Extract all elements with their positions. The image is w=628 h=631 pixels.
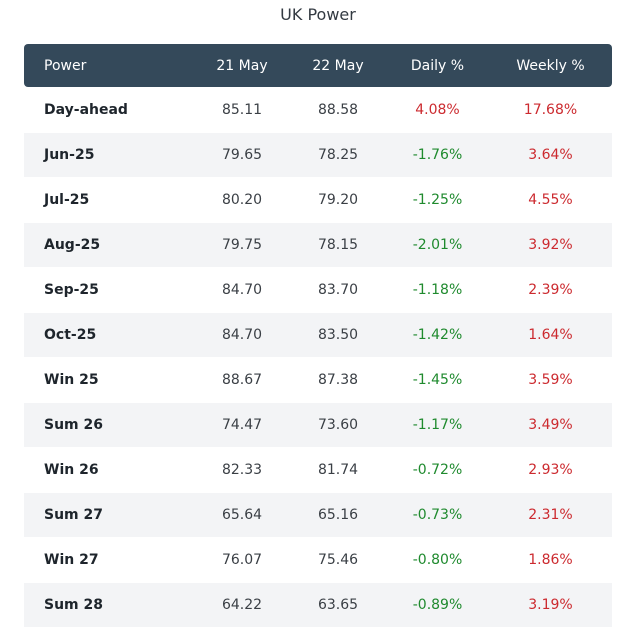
row-weekly-change: 2.39% (528, 282, 573, 298)
row-weekly-change: 2.93% (528, 462, 573, 478)
table-row: Win 27 76.07 75.46 -0.80% 1.86% (24, 538, 612, 582)
row-weekly-change: 17.68% (523, 102, 578, 118)
table-row: Win 26 82.33 81.74 -0.72% 2.93% (24, 448, 612, 492)
row-name: Aug-25 (44, 237, 101, 253)
row-weekly-change: 4.55% (528, 192, 573, 208)
table-row: Sep-25 84.70 83.70 -1.18% 2.39% (24, 268, 612, 312)
row-name: Win 27 (44, 552, 99, 568)
row-value-21-may: 88.67 (221, 372, 263, 388)
row-daily-change: -0.89% (412, 597, 463, 613)
table-row: Aug-25 79.75 78.15 -2.01% 3.92% (24, 223, 612, 267)
table-row: Win 25 88.67 87.38 -1.45% 3.59% (24, 358, 612, 402)
header-daily: Daily % (410, 57, 465, 74)
row-name: Day-ahead (44, 102, 128, 118)
row-name: Sum 28 (44, 597, 103, 613)
row-value-22-may: 78.15 (317, 237, 359, 253)
row-daily-change: -0.73% (412, 507, 463, 523)
row-name: Jul-25 (44, 192, 90, 208)
header-22-may: 22 May (312, 57, 364, 74)
row-value-21-may: 76.07 (221, 552, 263, 568)
row-value-22-may: 78.25 (317, 147, 359, 163)
row-weekly-change: 3.49% (528, 417, 573, 433)
row-value-22-may: 83.70 (317, 282, 359, 298)
row-weekly-change: 2.31% (528, 507, 573, 523)
page-title: UK Power (280, 5, 356, 24)
row-value-22-may: 81.74 (317, 462, 359, 478)
row-daily-change: -1.25% (412, 192, 463, 208)
row-daily-change: -1.42% (412, 327, 463, 343)
row-value-21-may: 79.75 (221, 237, 263, 253)
row-daily-change: -1.17% (412, 417, 463, 433)
row-value-21-may: 84.70 (221, 327, 263, 343)
table-row: Sum 27 65.64 65.16 -0.73% 2.31% (24, 493, 612, 537)
row-daily-change: -1.45% (412, 372, 463, 388)
table-body: Day-ahead 85.11 88.58 4.08% 17.68% Jun-25 79.6… (24, 88, 612, 627)
row-daily-change: -1.18% (412, 282, 463, 298)
row-value-21-may: 80.20 (221, 192, 263, 208)
row-name: Win 25 (44, 372, 99, 388)
row-name: Sep-25 (44, 282, 99, 298)
row-name: Sum 26 (44, 417, 103, 433)
row-name: Oct-25 (44, 327, 97, 343)
table-row: Oct-25 84.70 83.50 -1.42% 1.64% (24, 313, 612, 357)
table-row: Jun-25 79.65 78.25 -1.76% 3.64% (24, 133, 612, 177)
header-power: Power (44, 57, 87, 74)
row-daily-change: 4.08% (415, 102, 460, 118)
row-value-21-may: 74.47 (221, 417, 263, 433)
power-table: Power 21 May 22 May Daily % Weekly % Day… (24, 44, 612, 628)
row-name: Win 26 (44, 462, 99, 478)
row-name: Jun-25 (44, 147, 95, 163)
row-weekly-change: 1.86% (528, 552, 573, 568)
row-weekly-change: 3.92% (528, 237, 573, 253)
row-weekly-change: 3.64% (528, 147, 573, 163)
header-weekly: Weekly % (516, 57, 585, 74)
row-value-22-may: 79.20 (317, 192, 359, 208)
table-row: Jul-25 80.20 79.20 -1.25% 4.55% (24, 178, 612, 222)
row-value-22-may: 73.60 (317, 417, 359, 433)
row-weekly-change: 3.19% (528, 597, 573, 613)
row-value-22-may: 83.50 (317, 327, 359, 343)
row-daily-change: -0.72% (412, 462, 463, 478)
row-weekly-change: 1.64% (528, 327, 573, 343)
row-daily-change: -1.76% (412, 147, 463, 163)
row-daily-change: -0.80% (412, 552, 463, 568)
row-value-21-may: 64.22 (221, 597, 263, 613)
row-value-21-may: 85.11 (221, 102, 263, 118)
row-value-21-may: 65.64 (221, 507, 263, 523)
row-value-22-may: 63.65 (317, 597, 359, 613)
row-name: Sum 27 (44, 507, 103, 523)
row-value-22-may: 65.16 (317, 507, 359, 523)
row-value-21-may: 79.65 (221, 147, 263, 163)
table-header: Power 21 May 22 May Daily % Weekly % (24, 44, 612, 87)
row-value-22-may: 88.58 (317, 102, 359, 118)
table-row: Day-ahead 85.11 88.58 4.08% 17.68% (24, 88, 612, 132)
row-weekly-change: 3.59% (528, 372, 573, 388)
header-21-may: 21 May (216, 57, 268, 74)
table-row: Sum 26 74.47 73.60 -1.17% 3.49% (24, 403, 612, 447)
row-value-22-may: 75.46 (317, 552, 359, 568)
row-value-21-may: 84.70 (221, 282, 263, 298)
row-value-21-may: 82.33 (221, 462, 263, 478)
row-daily-change: -2.01% (412, 237, 463, 253)
table-row: Sum 28 64.22 63.65 -0.89% 3.19% (24, 583, 612, 627)
row-value-22-may: 87.38 (317, 372, 359, 388)
